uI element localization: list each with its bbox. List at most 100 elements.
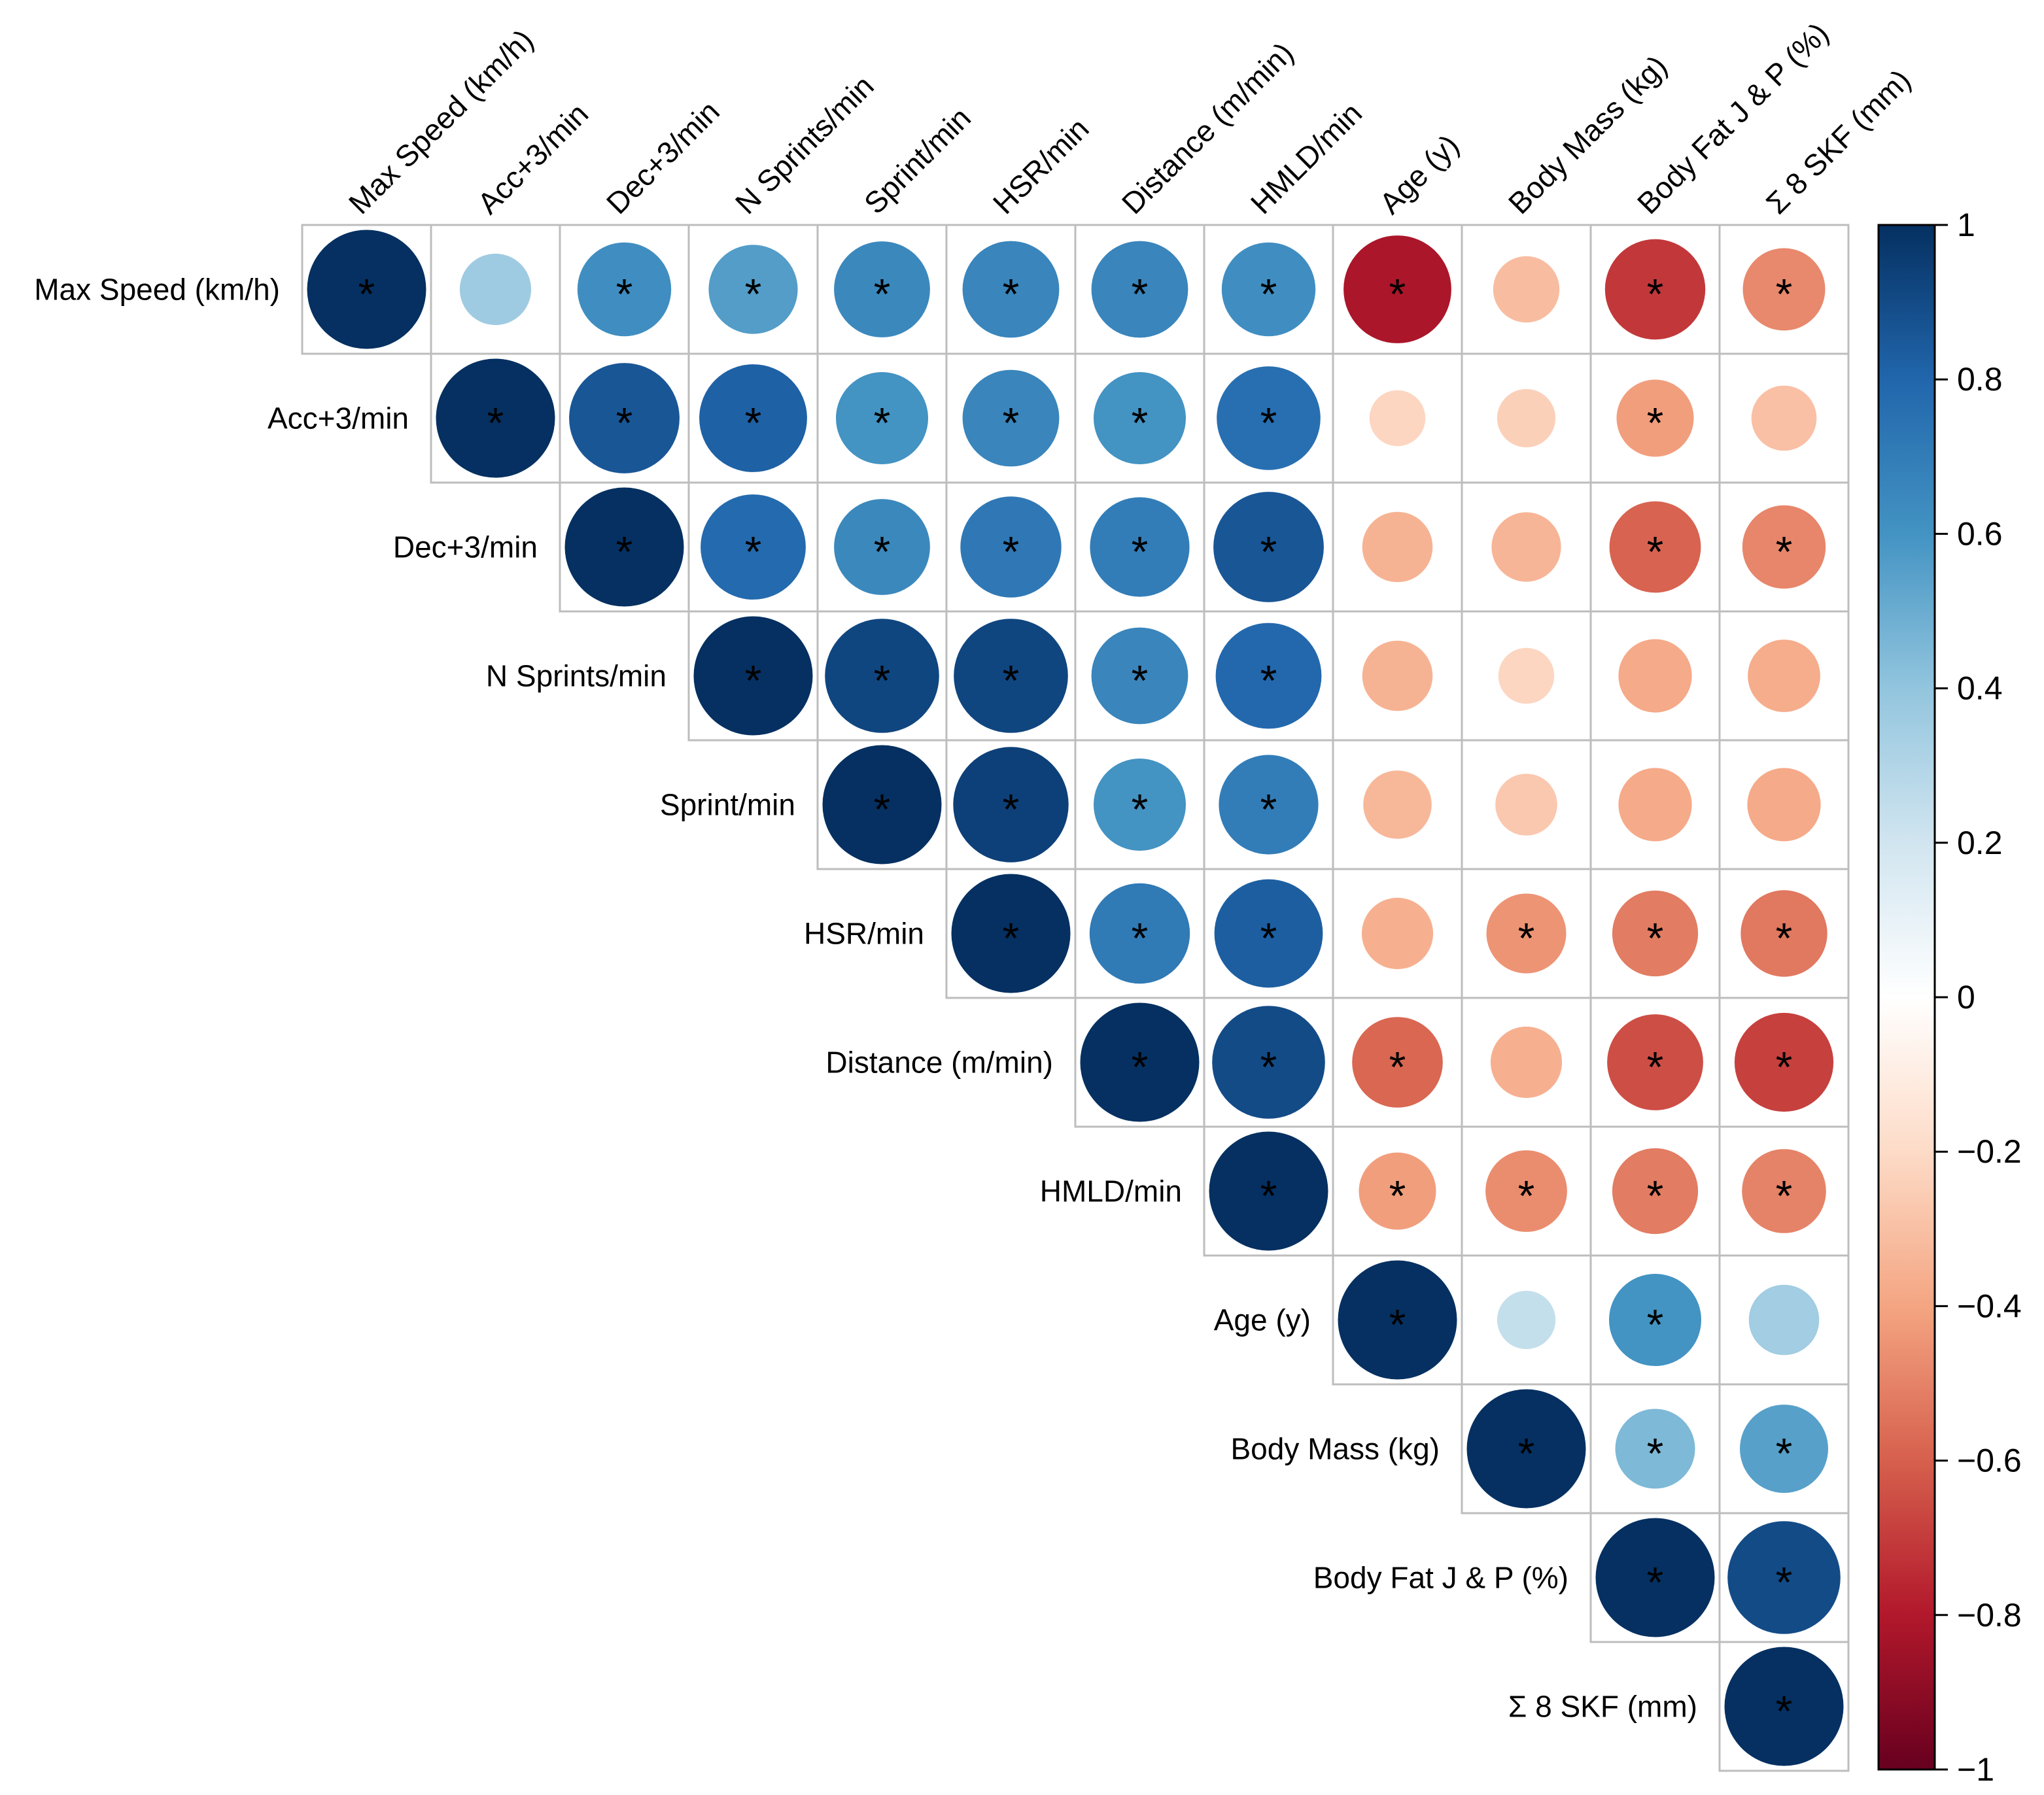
- corr-circle-10-11: Body Fat J & P (%) vs Σ 8 SKF (mm): 0.9: [1727, 1521, 1841, 1634]
- corr-circle-2-7: Dec+3/min vs HMLD/min: 0.86: [1213, 492, 1324, 602]
- corr-circle-0-5: Max Speed (km/h) vs HSR/min: 0.66: [962, 241, 1060, 338]
- row-label-4: Sprint/min: [660, 788, 795, 822]
- row-label-7: HMLD/min: [1040, 1174, 1182, 1208]
- corr-circle-0-6: Max Speed (km/h) vs Distance (m/min): 0.…: [1091, 241, 1188, 338]
- corr-circle-3-7: N Sprints/min vs HMLD/min: 0.79: [1215, 623, 1322, 729]
- corr-circle-6-6: Distance (m/min) vs Distance (m/min): 1: [1080, 1002, 1200, 1122]
- colorbar-tick-label-9: −0.8: [1957, 1597, 2022, 1633]
- colorbar-gradient: [1877, 224, 1936, 1771]
- corr-circle-3-3: N Sprints/min vs N Sprints/min: 1: [693, 616, 813, 736]
- significance-star-11-11: *: [1776, 1687, 1793, 1735]
- corr-circle-0-9: Max Speed (km/h) vs Body Mass (kg): -0.3…: [1493, 256, 1560, 323]
- colorbar-tick-label-10: −1: [1957, 1751, 1994, 1788]
- corr-circle-5-10: HSR/min vs Body Fat J & P (%): -0.52: [1612, 890, 1699, 977]
- column-label-7: HMLD/min: [1244, 96, 1368, 220]
- significance-star-6-8: *: [1389, 1043, 1406, 1091]
- corr-circle-4-4: Sprint/min vs Sprint/min: 1: [822, 745, 942, 864]
- significance-star-3-5: *: [1003, 657, 1020, 705]
- significance-star-4-4: *: [874, 785, 891, 834]
- row-label-2: Dec+3/min: [393, 530, 538, 564]
- significance-star-2-5: *: [1003, 528, 1020, 576]
- corr-circle-1-6: Acc+3/min vs Distance (m/min): 0.6: [1094, 372, 1186, 464]
- significance-star-5-10: *: [1647, 914, 1664, 963]
- corr-circle-5-6: HSR/min vs Distance (m/min): 0.71: [1089, 883, 1190, 984]
- corr-circle-0-7: Max Speed (km/h) vs HMLD/min: 0.62: [1221, 242, 1316, 337]
- row-labels: Max Speed (km/h) Acc+3/min Dec+3/min N Spri…: [34, 273, 1697, 1724]
- significance-star-4-7: *: [1260, 785, 1277, 834]
- significance-star-10-10: *: [1647, 1558, 1664, 1607]
- corr-circle-11-11: Σ 8 SKF (mm) vs Σ 8 SKF (mm): 1: [1724, 1647, 1844, 1766]
- colorbar-tick-label-4: 0.2: [1957, 825, 2003, 861]
- corr-circle-8-10: Age (y) vs Body Fat J & P (%): 0.6: [1609, 1274, 1701, 1366]
- significance-star-6-11: *: [1776, 1043, 1793, 1091]
- significance-star-2-4: *: [874, 528, 891, 576]
- significance-star-3-4: *: [874, 657, 891, 705]
- significance-star-0-0: *: [358, 270, 375, 318]
- row-label-5: HSR/min: [804, 917, 924, 951]
- significance-star-5-5: *: [1003, 914, 1020, 963]
- corr-circle-2-6: Dec+3/min vs Distance (m/min): 0.7: [1090, 497, 1190, 597]
- column-label-4: Sprint/min: [857, 101, 977, 220]
- significance-star-2-6: *: [1132, 528, 1149, 576]
- corr-circle-7-8: HMLD/min vs Age (y): -0.42: [1359, 1152, 1436, 1230]
- significance-star-6-10: *: [1647, 1043, 1664, 1091]
- corr-circle-3-4: N Sprints/min vs Sprint/min: 0.92: [825, 619, 939, 733]
- corr-circle-1-4: Acc+3/min vs Sprint/min: 0.6: [836, 372, 928, 464]
- row-label-8: Age (y): [1214, 1303, 1311, 1337]
- column-label-5: HSR/min: [986, 111, 1096, 220]
- colorbar: 1 0.8 0.6 0.4 0.2 0 −0.2 −0.4 −0.6 −0.8 −1: [1877, 207, 2022, 1788]
- corr-circle-1-9: Acc+3/min vs Body Mass (kg): -0.24: [1497, 388, 1556, 448]
- corr-circle-4-5: Sprint/min vs HSR/min: 0.94: [953, 747, 1069, 863]
- corr-circle-7-11: HMLD/min vs Σ 8 SKF (mm): -0.5: [1742, 1149, 1826, 1233]
- colorbar-tick-label-0: 1: [1957, 207, 1975, 243]
- corr-circle-3-9: N Sprints/min vs Body Mass (kg): -0.22: [1498, 647, 1555, 704]
- grid-cell-11-11: [1718, 1641, 1850, 1772]
- significance-star-0-6: *: [1132, 270, 1149, 318]
- corr-circle-8-9: Age (y) vs Body Mass (kg): 0.24: [1497, 1290, 1556, 1350]
- significance-star-1-5: *: [1003, 399, 1020, 447]
- corr-circle-3-5: N Sprints/min vs HSR/min: 0.92: [954, 619, 1068, 733]
- significance-star-9-9: *: [1518, 1429, 1535, 1478]
- corr-circle-2-3: Dec+3/min vs N Sprints/min: 0.78: [701, 494, 806, 600]
- corr-circle-4-9: Sprint/min vs Body Mass (kg): -0.27: [1495, 774, 1557, 836]
- significance-star-3-3: *: [745, 657, 762, 705]
- significance-markers: * * * * * * * * * * * * * * * * * * * * * * * * * * * * * * * * * * * * * * * *…: [358, 270, 1793, 1735]
- significance-star-9-11: *: [1776, 1429, 1793, 1478]
- significance-star-0-5: *: [1003, 270, 1020, 318]
- corr-circle-2-9: Dec+3/min vs Body Mass (kg): -0.34: [1491, 512, 1561, 582]
- colorbar-tick-label-1: 0.8: [1957, 361, 2003, 398]
- row-label-11: Σ 8 SKF (mm): [1508, 1690, 1697, 1724]
- corr-circle-0-3: Max Speed (km/h) vs N Sprints/min: 0.56: [708, 245, 798, 334]
- corr-circle-5-9: HSR/min vs Body Mass (kg): -0.45: [1486, 893, 1567, 974]
- significance-star-5-9: *: [1518, 914, 1535, 963]
- corr-circle-9-10: Body Mass (kg) vs Body Fat J & P (%): 0.…: [1615, 1409, 1695, 1489]
- corr-circle-3-11: N Sprints/min vs Σ 8 SKF (mm): -0.37: [1748, 640, 1820, 712]
- column-label-3: N Sprints/min: [729, 69, 880, 220]
- significance-star-0-4: *: [874, 270, 891, 318]
- corr-circle-0-11: Max Speed (km/h) vs Σ 8 SKF (mm): -0.48: [1742, 248, 1826, 331]
- significance-star-2-11: *: [1776, 528, 1793, 576]
- corr-circle-10-10: Body Fat J & P (%) vs Body Fat J & P (%)…: [1595, 1518, 1715, 1637]
- corr-circle-9-9: Body Mass (kg) vs Body Mass (kg): 1: [1466, 1389, 1586, 1509]
- significance-star-8-8: *: [1389, 1301, 1406, 1349]
- corr-circle-6-11: Distance (m/min) vs Σ 8 SKF (mm): -0.69: [1734, 1012, 1834, 1112]
- corr-circle-5-5: HSR/min vs HSR/min: 1: [951, 874, 1071, 993]
- significance-star-6-7: *: [1260, 1043, 1277, 1091]
- significance-star-4-5: *: [1003, 785, 1020, 834]
- significance-star-4-6: *: [1132, 785, 1149, 834]
- significance-star-1-6: *: [1132, 399, 1149, 447]
- row-label-0: Max Speed (km/h): [34, 273, 280, 307]
- significance-star-5-6: *: [1132, 914, 1149, 963]
- corr-circle-4-6: Sprint/min vs Distance (m/min): 0.6: [1094, 759, 1186, 851]
- significance-star-10-11: *: [1776, 1558, 1793, 1607]
- column-label-1: Acc+3/min: [471, 97, 595, 221]
- significance-star-0-8: *: [1389, 270, 1406, 318]
- corr-circle-4-11: Sprint/min vs Σ 8 SKF (mm): -0.38: [1747, 768, 1821, 842]
- significance-star-0-2: *: [616, 270, 633, 318]
- corr-circle-1-11: Acc+3/min vs Σ 8 SKF (mm): -0.3: [1751, 385, 1817, 451]
- column-label-8: Age (y): [1373, 128, 1466, 220]
- corr-circle-3-10: N Sprints/min vs Body Fat J & P (%): -0.…: [1618, 639, 1692, 713]
- colorbar-tick-label-3: 0.4: [1957, 670, 2003, 707]
- corr-circle-0-0: Max Speed (km/h) vs Max Speed (km/h): 1: [307, 230, 426, 349]
